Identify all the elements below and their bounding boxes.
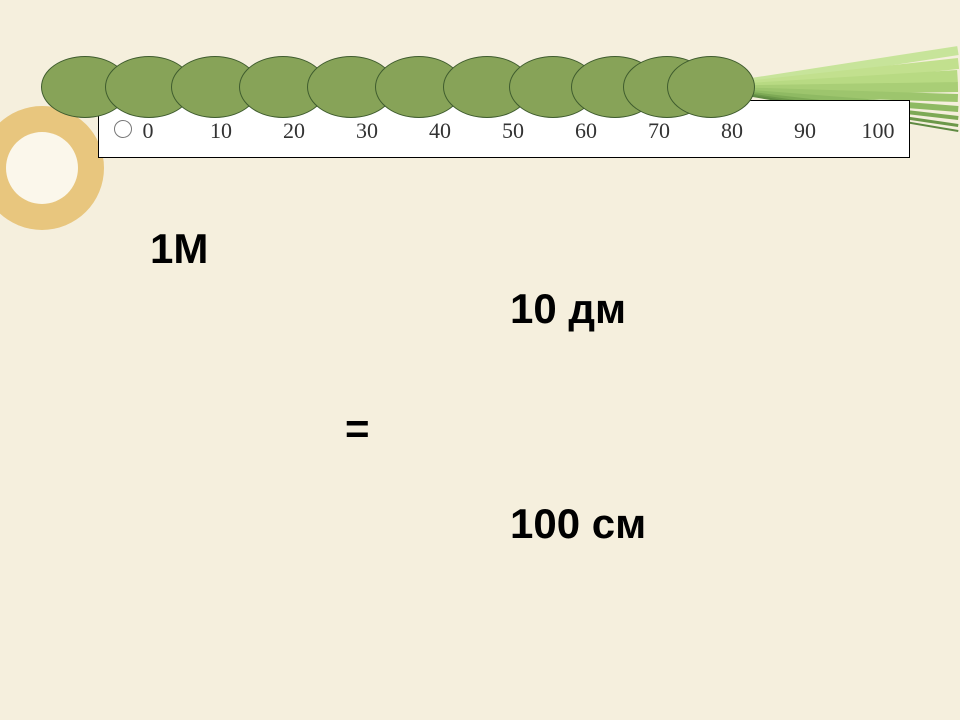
label-one-meter: 1М	[150, 225, 208, 273]
ruler-tick-label: 70	[648, 118, 670, 144]
decor-ring-inner	[6, 132, 78, 204]
slide-canvas: 0 10 20 30 40 50 60 70 80 90 100 1М 10 дм = 100 см	[0, 0, 960, 720]
ruler-tick-label: 50	[502, 118, 524, 144]
ruler-tick-label: 10	[210, 118, 232, 144]
label-ten-dm: 10 дм	[510, 285, 626, 333]
ruler-tick-label: 0	[143, 118, 154, 144]
green-ellipse	[667, 56, 755, 118]
ruler-tick-label: 80	[721, 118, 743, 144]
ruler-tick-label: 40	[429, 118, 451, 144]
ruler-tick-label: 100	[862, 118, 895, 144]
ruler-tick-label: 30	[356, 118, 378, 144]
ruler-tick-label: 20	[283, 118, 305, 144]
equals-sign: =	[345, 405, 370, 453]
ruler-tick-label: 90	[794, 118, 816, 144]
ruler-hole-icon	[114, 120, 132, 138]
ruler-tick-label: 60	[575, 118, 597, 144]
label-hundred-cm: 100 см	[510, 500, 646, 548]
